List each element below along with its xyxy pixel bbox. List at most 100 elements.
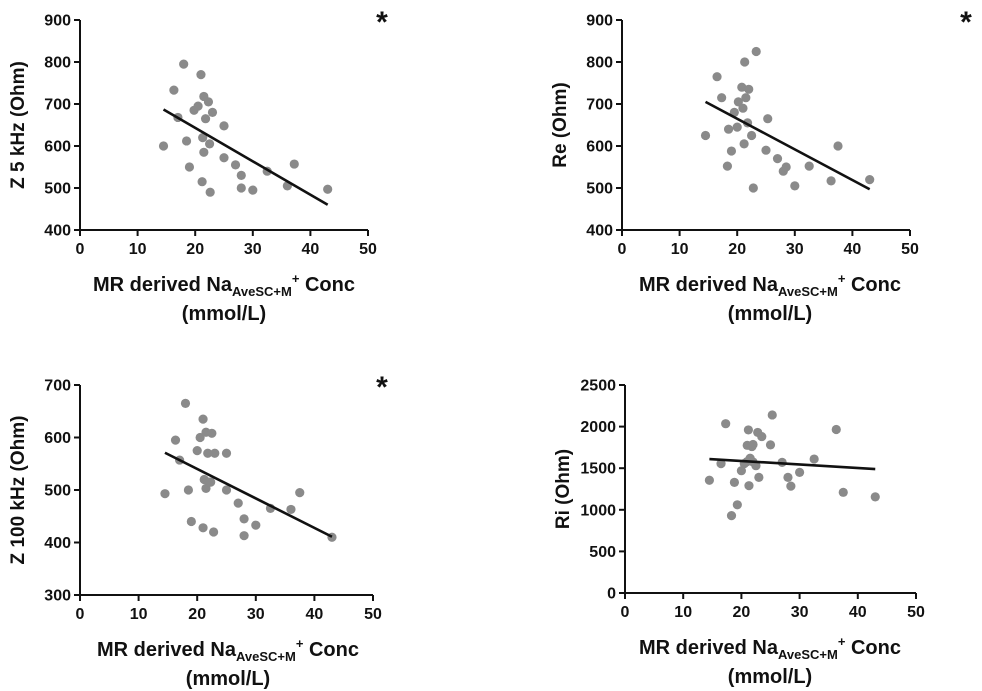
data-point (286, 504, 296, 515)
y-tick-label: 700 (586, 97, 613, 114)
data-point (723, 124, 734, 134)
data-point (838, 487, 848, 497)
data-point (160, 489, 170, 499)
y-tick-label: 1000 (580, 502, 616, 519)
data-point (826, 176, 836, 186)
data-point (198, 523, 208, 533)
data-point (180, 398, 191, 408)
y-tick-label: 2000 (580, 419, 616, 436)
data-point (323, 184, 333, 194)
y-tick-label: 900 (44, 13, 71, 30)
data-point (236, 183, 246, 193)
data-point (716, 459, 726, 469)
data-point (833, 141, 843, 151)
data-point (733, 97, 743, 107)
y-axis-label: Ri (Ohm) (553, 449, 574, 529)
y-tick-label: 800 (586, 55, 613, 72)
data-point (193, 101, 203, 111)
y-tick-label: 2500 (580, 378, 616, 395)
data-point (831, 424, 841, 435)
x-tick-label: 0 (76, 241, 85, 258)
data-point (809, 454, 819, 464)
data-point (295, 488, 305, 498)
x-tick-label: 20 (188, 606, 206, 623)
data-point (751, 46, 761, 57)
data-point (170, 435, 181, 445)
y-axis-label: Re (Ohm) (550, 82, 571, 168)
x-axis-label-units: (mmol/L) (728, 666, 812, 688)
regression-line (704, 100, 871, 191)
data-point (804, 161, 814, 171)
data-point (704, 475, 714, 485)
data-point (757, 431, 767, 442)
data-point (700, 130, 711, 141)
data-point (186, 516, 196, 527)
data-point (248, 185, 258, 195)
data-point (233, 498, 243, 508)
significance-marker: * (376, 371, 388, 404)
data-point (199, 147, 209, 157)
x-tick-label: 10 (129, 241, 147, 258)
regression-line (162, 108, 329, 206)
data-point (761, 145, 771, 155)
data-point (169, 85, 179, 95)
data-point (198, 414, 208, 424)
x-tick-label: 30 (247, 606, 265, 623)
x-axis-label: MR derived NaAveSC+M+ Conc (639, 271, 901, 299)
data-point (748, 439, 758, 450)
y-tick-label: 500 (589, 544, 616, 561)
y-tick-label: 700 (44, 97, 71, 114)
x-tick-label: 0 (618, 241, 627, 258)
x-tick-label: 40 (302, 241, 320, 258)
data-point (198, 133, 208, 143)
panel-2: 400 500 600 700 800 900 0 10 20 30 40 50 Re (Ohm) MR … (550, 6, 972, 325)
y-tick-label: 600 (586, 139, 613, 156)
data-point (751, 461, 761, 471)
panel-3: 300 400 500 600 700 0 10 20 30 40 50 Z 100 kHz (Ohm… (8, 371, 388, 690)
data-point (181, 136, 192, 146)
data-point (748, 183, 758, 193)
x-tick-label: 40 (306, 606, 324, 623)
data-point (196, 70, 206, 80)
data-point (221, 448, 232, 458)
x-tick-label: 40 (849, 604, 867, 621)
data-point (795, 467, 805, 477)
data-point (722, 161, 733, 171)
y-tick-label: 800 (44, 55, 71, 72)
x-axis-label-units: (mmol/L) (728, 303, 812, 325)
x-tick-label: 10 (671, 241, 689, 258)
data-point (207, 428, 217, 438)
x-tick-label: 20 (733, 604, 751, 621)
data-point (236, 170, 246, 180)
data-point (732, 122, 742, 132)
data-point (712, 72, 722, 82)
x-axis-label: MR derived NaAveSC+M+ Conc (639, 634, 901, 662)
panel-1: 400 500 600 700 800 900 0 10 20 30 40 50 Z 5 kHz (Oh… (8, 6, 388, 325)
data-point (197, 177, 207, 187)
y-tick-label: 700 (44, 378, 71, 395)
y-tick-label: 0 (607, 586, 616, 603)
data-point (205, 187, 215, 197)
data-point (209, 527, 219, 537)
x-tick-label: 50 (901, 241, 919, 258)
x-tick-label: 50 (907, 604, 925, 621)
data-point (203, 448, 213, 458)
regression-line (709, 457, 876, 471)
y-tick-label: 600 (44, 430, 71, 447)
regression-line (164, 451, 333, 538)
data-point (203, 97, 214, 107)
data-point (192, 446, 202, 456)
data-point (729, 477, 740, 487)
data-point (251, 520, 261, 530)
data-point (230, 160, 241, 170)
x-tick-label: 0 (621, 604, 630, 621)
data-point (747, 130, 757, 141)
data-point (200, 114, 211, 124)
data-point (739, 139, 749, 149)
data-point (239, 531, 249, 541)
y-tick-label: 600 (44, 139, 71, 156)
data-point (786, 481, 796, 491)
x-tick-label: 0 (76, 606, 85, 623)
data-point (184, 162, 195, 172)
data-point (289, 159, 299, 169)
